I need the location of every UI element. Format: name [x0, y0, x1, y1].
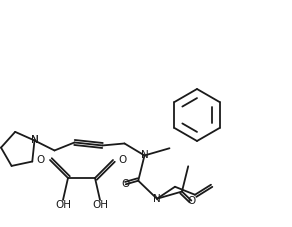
Text: N: N [31, 136, 38, 146]
Text: N: N [31, 136, 38, 146]
Text: O: O [187, 195, 195, 205]
Text: OH: OH [55, 200, 71, 210]
Text: O: O [122, 179, 130, 189]
Text: N: N [153, 194, 161, 204]
Text: OH: OH [92, 200, 108, 210]
Text: N: N [141, 151, 148, 160]
Text: O: O [37, 155, 45, 165]
Text: O: O [118, 155, 126, 165]
